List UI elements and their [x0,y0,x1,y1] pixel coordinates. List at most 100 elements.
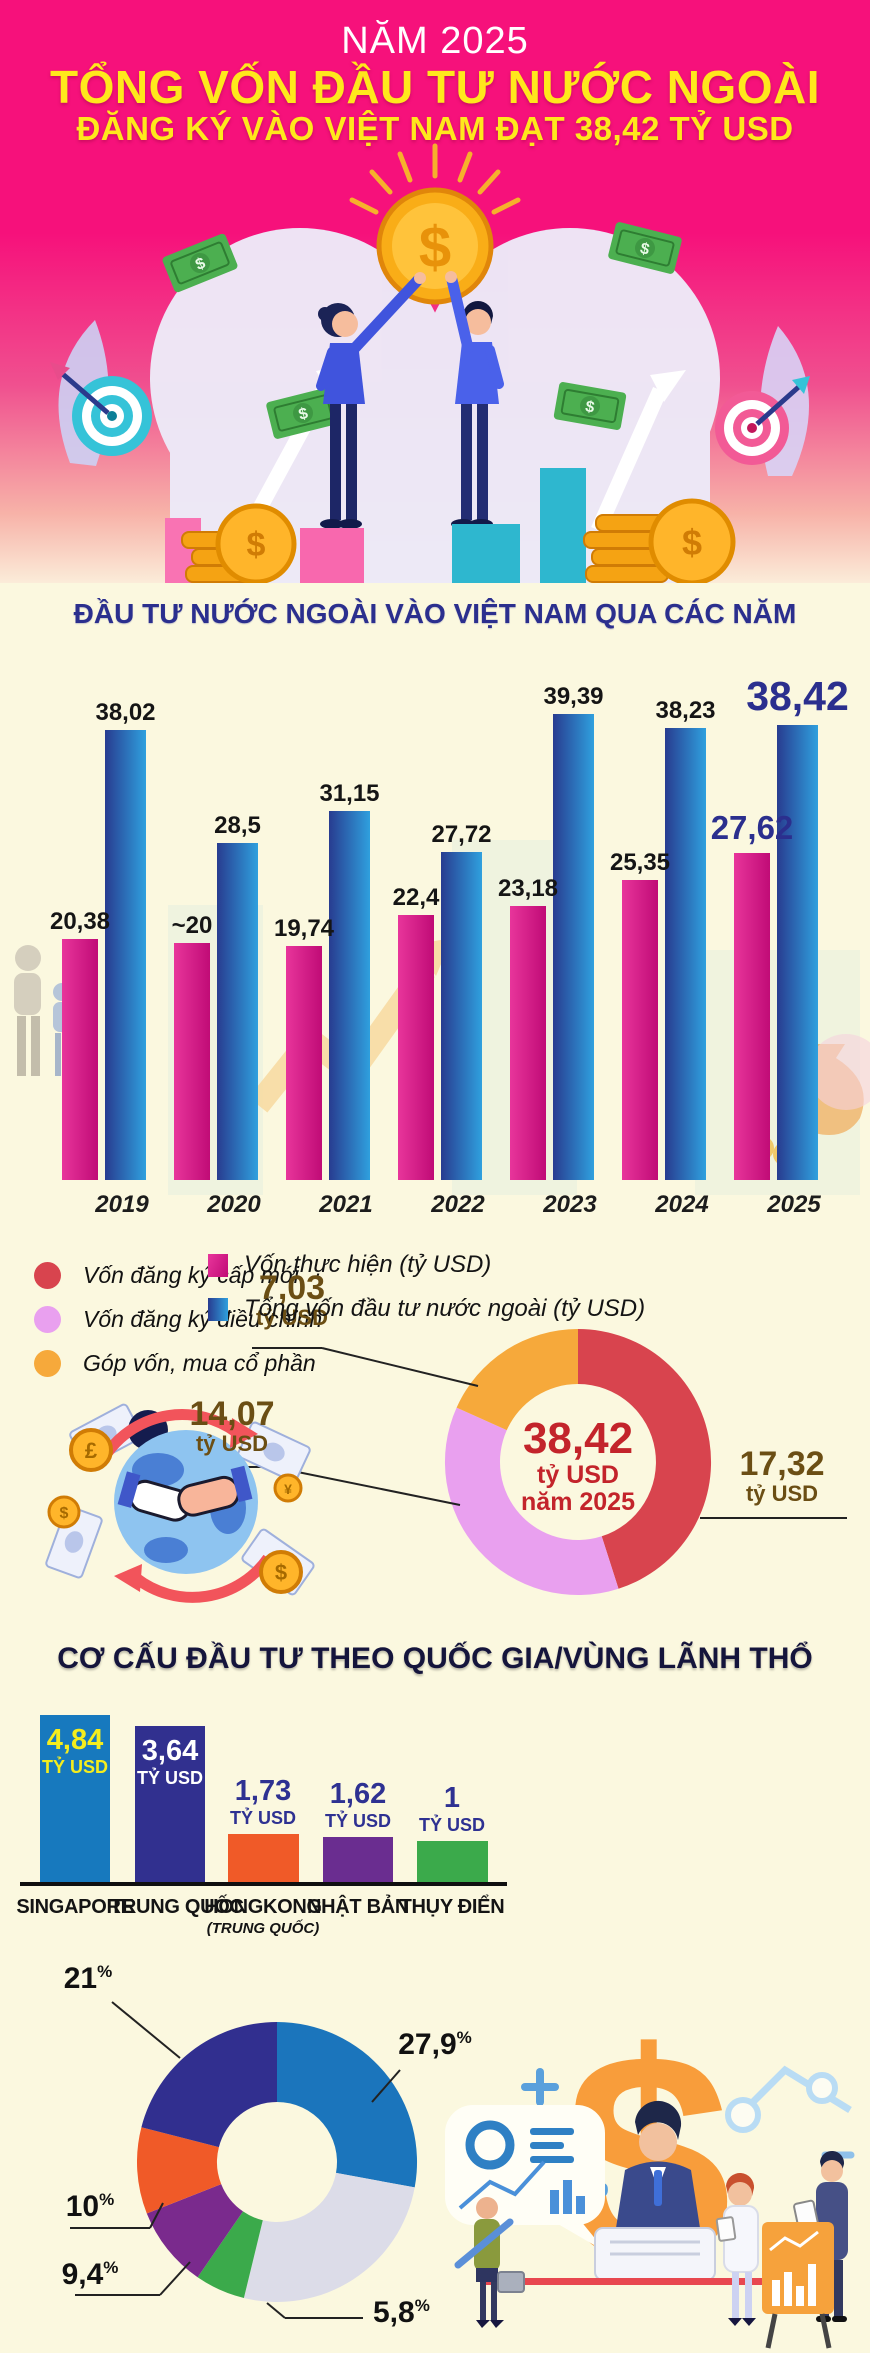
bar-value-total: 38,42 [746,673,849,719]
bar-total [553,714,594,1180]
bar-total [665,728,706,1180]
svg-text:¥: ¥ [284,1481,292,1497]
country-bar [417,1841,488,1882]
yearly-bar-chart: Vốn thực hiện (tỷ USD) Tổng vốn đầu tư n… [0,583,870,1322]
bar-value-realized: ~20 [171,912,213,939]
bar-total [441,852,482,1180]
main-title-line1: TỔNG VỐN ĐẦU TƯ NƯỚC NGOÀI [49,61,820,113]
country-name: THỤY ĐIỂN [399,1896,505,1918]
main-title-line2: ĐĂNG KÝ VÀO VIỆT NAM ĐẠT 38,42 TỶ USD [76,110,794,147]
pie-label-21: 21% [63,1962,113,1995]
country-bar-value: 1,62 TỶ USD [303,1779,413,1832]
bar-realized [734,853,770,1180]
legend-swatch-pink [208,1253,228,1277]
arrowhead-icon [230,1418,258,1448]
money-bill-icon: $ [608,222,682,274]
structure-legend-item: Góp vốn, mua cổ phần [34,1350,322,1377]
bar-value-total: 39,39 [543,683,604,710]
bar-value-realized: 22,4 [392,884,440,911]
bar-value-realized: 27,62 [710,809,794,846]
svg-text:$: $ [275,1560,287,1585]
legend-dot [34,1262,61,1289]
callout-dieu-chinh: 14,07 tỷ USD [189,1395,275,1456]
structure-legend-item: Vốn đăng ký cấp mới [34,1262,322,1289]
pie-label-9-4: 9,4% [61,2258,119,2291]
callout-gop-von: 7,03 tỷ USD [255,1269,329,1330]
pink-column [300,528,364,583]
bar-value-total: 31,15 [319,780,380,807]
callout-line [159,2261,191,2296]
businessman-figure [594,2100,716,2281]
year-label: 2023 [543,1191,597,1218]
country-bar [40,1715,110,1882]
unit-text: TỶ USD [41,1757,108,1777]
analytics-bubble [445,2105,606,2252]
unit-text: TỶ USD [324,1811,391,1831]
unit-text: TỶ USD [229,1808,296,1828]
woman-figure [316,272,426,529]
country-bar-value: 1,73 TỶ USD [208,1776,318,1829]
callout-line [272,1466,461,1506]
structure-legend-item: Vốn đăng ký điều chỉnh [34,1306,322,1333]
year-label: 2019 [95,1191,149,1218]
value-text: 1,73 [234,1775,292,1807]
bar-total [329,811,370,1180]
starburst-icon [349,143,521,215]
structure-legend: Vốn đăng ký cấp mới Vốn đăng ký điều chỉn… [34,1262,322,1394]
year-kicker: NĂM 2025 [341,20,529,62]
legend-item-total: Tổng vốn đầu tư nước ngoài (tỷ USD) [208,1295,645,1323]
svg-text:$: $ [584,398,596,416]
legend-swatch-blue [208,1297,228,1321]
pie-slice [146,2184,243,2278]
value-text: 3,64 [141,1735,199,1767]
svg-text:$: $ [682,522,702,563]
pie-label-10: 10% [65,2190,115,2223]
pie-slice [277,2022,418,2188]
callout-cap-moi: 17,32 tỷ USD [739,1445,825,1506]
unit-text: TỶ USD [418,1815,485,1835]
bar-value-realized: 23,18 [497,875,559,902]
value-text: 1 [443,1782,461,1814]
year-label: 2025 [767,1191,821,1218]
header-banner: NĂM 2025 TỔNG VỐN ĐẦU TƯ NƯỚC NGOÀI ĐĂNG… [0,0,870,583]
flipchart-icon [762,2222,834,2349]
pie-slice [136,2127,222,2214]
pie-slice [197,2211,263,2298]
bar-value-total: 38,02 [95,699,156,726]
legend-label: Tổng vốn đầu tư nước ngoài (tỷ USD) [244,1295,646,1322]
country-bar-chart: 4,84 TỶ USD SINGAPORE 3,64 TỶ USD TRUNG QUỐC 1… [0,1630,870,1960]
coin-stack-icon: $ [540,468,736,583]
year-label: 2022 [431,1191,485,1218]
year-label: 2021 [319,1191,373,1218]
country-bar [228,1834,299,1882]
country-bar [135,1726,205,1882]
donut-center-label: 38,42 tỷ USD năm 2025 [521,1414,635,1516]
country-share-pie [0,1940,870,2353]
business-illustration: $ % [445,2010,855,2349]
bar-realized [622,880,658,1180]
money-bill-icon: $ [162,233,238,293]
legend-dot [34,1350,61,1377]
line-chart-icon [725,2065,852,2133]
value-text: 1,62 [329,1778,387,1810]
donut-slice [456,1329,578,1431]
country-subname: (TRUNG QUỐC) [206,1920,320,1937]
structure-donut-chart [203,1329,847,1596]
bar-total [777,725,818,1180]
pie-slice [141,2022,277,2148]
legend-dot [34,1306,61,1333]
hero-illustration: $ $ $ $ [50,143,810,583]
pie-slice [243,2172,415,2302]
country-baseline [20,1882,507,1886]
callout-line [149,2202,164,2229]
bar-value-realized: 25,35 [609,849,671,876]
svg-text:$: $ [60,1505,69,1522]
woman-figure [715,2172,759,2326]
money-bill-icon: $ [553,382,627,430]
bar-realized [174,943,210,1180]
woman-green-figure [454,2197,525,2328]
bar-value-total: 28,5 [214,812,261,839]
bar-value-realized: 19,74 [273,915,335,942]
callout-line [266,2302,286,2319]
